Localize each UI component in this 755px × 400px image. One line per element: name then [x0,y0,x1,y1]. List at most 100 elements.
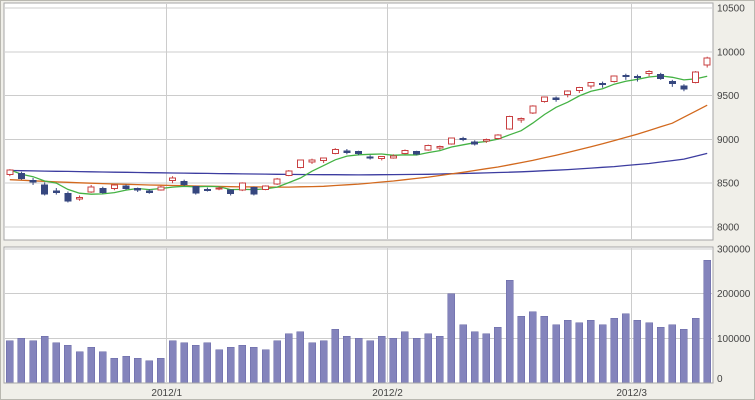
candle-down [145,190,153,193]
candle-down [192,186,200,194]
candle-up [238,182,246,191]
volume-bar [494,326,502,384]
candle-up [517,118,525,121]
volume-bar [6,340,14,384]
candle-down [134,187,142,191]
volume-bar [226,347,235,384]
volume-bar [377,335,386,384]
candle-down [203,188,211,192]
candle-up [424,145,432,151]
volume-bar [145,360,154,384]
volume-bar [366,340,374,384]
candle-down [599,82,607,86]
candle-up [389,155,397,159]
volume-bar [436,335,444,384]
volume-panel-border [3,246,714,384]
volume-bar [168,340,177,384]
candle-up [575,86,583,91]
volume-bar [343,335,351,384]
price-axis-label: 8500 [717,179,740,190]
candle-up [378,156,386,160]
volume-bar [122,355,130,384]
candle-up [331,149,339,154]
volume-bar [29,340,37,384]
candle-up [494,134,502,140]
ma-long-line [9,152,708,176]
volume-bar [610,317,618,384]
volume-bar [470,331,479,384]
candle-up [215,187,223,190]
volume-bar [447,293,456,384]
volume-bar [52,342,61,384]
volume-bar [459,324,467,384]
candle-down [180,180,188,185]
candle-up [436,146,444,149]
candle-up [610,75,618,83]
candle-down [99,187,107,193]
x-axis-label: 2012/1 [151,388,182,399]
volume-bar [668,324,677,384]
volume-bar [261,349,270,384]
volume-bar [424,333,432,384]
price-panel-border [3,2,714,241]
candle-up [6,169,14,175]
volume-bar [110,358,119,384]
volume-bar [250,347,258,384]
candle-down [343,150,351,154]
volume-bar [401,331,409,384]
volume-bar [180,342,188,384]
volume-bar [412,338,421,384]
volume-bar [598,324,607,384]
candle-down [471,141,479,145]
candle-up [703,57,711,66]
volume-bar [656,326,665,384]
volume-bar [285,333,293,384]
volume-bar [308,342,316,384]
candle-up [540,96,548,103]
candle-down [355,151,362,154]
candle-up [564,90,572,96]
volume-bar [633,320,642,384]
volume-bar [203,342,212,384]
volume-bar [552,324,560,384]
volume-bar [482,333,491,384]
candle-up [262,185,270,190]
ma-mid-line [9,104,708,188]
volume-bar [529,311,537,384]
volume-bar [87,347,95,384]
volume-bar [563,320,572,384]
volume-bar [680,329,688,384]
candle-up [157,186,165,191]
volume-bar [64,344,72,384]
volume-bar [215,349,223,384]
candle-down [250,187,258,195]
volume-bar [238,344,247,384]
candle-down [227,189,235,194]
volume-axis-label: 100000 [717,334,751,345]
price-axis-label: 9500 [717,91,740,102]
candle-down [366,156,374,159]
candle-down [41,184,49,195]
volume-bar [540,315,549,384]
candle-up [587,82,595,87]
price-panel-background [4,3,713,240]
candle-up [87,186,95,193]
candle-up [273,178,281,185]
candle-down [633,75,641,79]
candle-down [17,173,25,180]
candle-up [506,116,514,130]
volume-bar [40,335,49,384]
volume-bar [99,351,107,384]
candle-down [459,138,467,141]
volume-bar [319,340,328,384]
candle-up [296,159,304,168]
candle-down [552,97,560,100]
volume-bar [517,315,525,384]
volume-bar [587,320,595,384]
volume-bar [157,358,165,384]
candle-down [680,85,688,90]
price-axis-label: 10000 [717,47,745,58]
candle-up [401,149,409,154]
volume-bar [75,351,84,384]
